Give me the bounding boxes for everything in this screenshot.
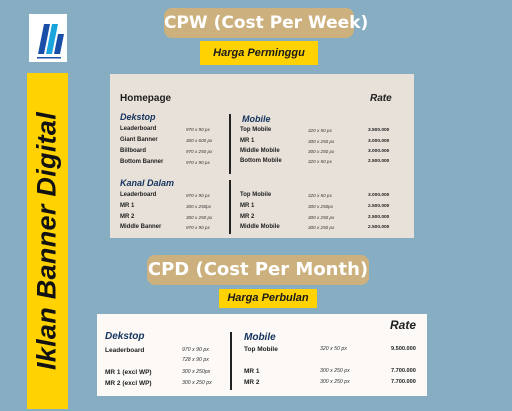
list-item-size: 300 x 250 px xyxy=(320,379,350,385)
list-item-size: 300 x 250 px xyxy=(308,225,335,230)
list-item-size: 300 x 250px xyxy=(308,204,334,209)
desktop-label: Dekstop xyxy=(105,331,145,342)
list-item-name: MR 1 xyxy=(120,203,135,209)
list-item-size: 300 x 250 px xyxy=(320,368,350,374)
monthly-title: CPD (Cost Per Month) xyxy=(147,255,369,285)
logo-icon xyxy=(37,24,64,59)
list-item-name: Top Mobile xyxy=(240,192,272,198)
monthly-rate-card: Rate Dekstop Leaderboard 970 x 90 px 728… xyxy=(97,314,427,396)
list-item-price: 9.500.000 xyxy=(391,346,416,352)
list-item-size: 728 x 90 px xyxy=(182,357,209,363)
side-banner xyxy=(27,73,68,409)
list-item-size: 970 x 250 px xyxy=(186,149,213,154)
list-item-size: 300 x 250px xyxy=(186,204,212,209)
list-item-size: 320 x 50 px xyxy=(308,193,332,198)
list-item-size: 300 x 600 px xyxy=(186,138,213,143)
list-item-name: Giant Banner xyxy=(120,137,158,143)
list-item-name: MR 1 xyxy=(240,138,255,144)
list-item-price: 2.500.000 xyxy=(368,159,390,164)
digital-banner-logo xyxy=(29,14,67,62)
list-item-size: 300 x 250 px xyxy=(308,139,335,144)
list-item-name: MR 2 xyxy=(240,214,255,220)
homepage-heading: Homepage xyxy=(120,93,172,104)
list-item-price: 2.500.000 xyxy=(368,215,390,220)
mobile-label: Mobile xyxy=(242,114,271,124)
mobile-label: Mobile xyxy=(244,332,276,343)
list-item-price: 3.500.000 xyxy=(368,128,390,133)
list-item-name: Leaderboard xyxy=(105,347,145,354)
list-item-price: 7.700.000 xyxy=(391,379,416,385)
kanal-dalam-label: Kanal Dalam xyxy=(120,178,175,188)
list-item-name: MR 1 xyxy=(244,368,260,375)
list-item-size: 300 x 250 px xyxy=(308,149,335,154)
list-item-size: 970 x 90 px xyxy=(182,347,209,353)
list-item-name: Leaderboard xyxy=(120,192,157,198)
monthly-subtitle: Harga Perbulan xyxy=(219,289,317,308)
list-item-size: 320 x 50 px xyxy=(308,128,332,133)
list-item-size: 320 x 50 px xyxy=(320,346,347,352)
weekly-subtitle: Harga Perminggu xyxy=(200,41,318,65)
list-item-price: 2.500.000 xyxy=(368,225,390,230)
list-item-name: Top Mobile xyxy=(240,127,272,133)
list-item-size: 970 x 90 px xyxy=(186,193,210,198)
column-divider xyxy=(229,114,231,174)
list-item-name: Billboard xyxy=(120,148,147,154)
column-divider xyxy=(229,180,231,234)
list-item-price: 3.000.000 xyxy=(368,193,390,198)
list-item-name: MR 2 (excl WP) xyxy=(105,380,152,387)
list-item-size: 970 x 90 px xyxy=(186,127,210,132)
list-item-size: 970 x 90 px xyxy=(186,160,210,165)
list-item-price: 7.700.000 xyxy=(391,368,416,374)
list-item-name: MR 2 xyxy=(244,379,260,386)
column-divider xyxy=(230,332,232,390)
list-item-name: Leaderboard xyxy=(120,126,157,132)
list-item-name: Top Mobile xyxy=(244,346,278,353)
list-item-name: MR 1 xyxy=(240,203,255,209)
list-item-size: 300 x 250 px xyxy=(182,380,212,386)
list-item-name: Bottom Mobile xyxy=(240,158,282,164)
list-item-price: 2.500.000 xyxy=(368,204,390,209)
list-item-name: MR 1 (excl WP) xyxy=(105,369,152,376)
side-title: Iklan Banner Digital xyxy=(31,111,62,371)
weekly-title: CPW (Cost Per Week) xyxy=(164,8,368,38)
list-item-price: 3.000.000 xyxy=(368,139,390,144)
list-item-name: Middle Mobile xyxy=(240,148,280,154)
list-item-name: Bottom Banner xyxy=(120,159,164,165)
list-item-name: Middle Mobile xyxy=(240,224,280,230)
list-item-size: 300 x 250 px xyxy=(308,215,335,220)
rate-heading: Rate xyxy=(370,93,392,104)
list-item-price: 3.000.000 xyxy=(368,149,390,154)
list-item-size: 300 x 250px xyxy=(182,369,211,375)
rate-heading: Rate xyxy=(390,318,417,332)
list-item-size: 320 x 50 px xyxy=(308,159,332,164)
list-item-name: MR 2 xyxy=(120,214,135,220)
list-item-size: 970 x 90 px xyxy=(186,225,210,230)
list-item-name: Middle Banner xyxy=(120,224,162,230)
desktop-label: Dekstop xyxy=(120,112,156,122)
list-item-size: 300 x 250 px xyxy=(186,215,213,220)
weekly-rate-card: Homepage Rate Dekstop Leaderboard 970 x … xyxy=(110,74,414,238)
